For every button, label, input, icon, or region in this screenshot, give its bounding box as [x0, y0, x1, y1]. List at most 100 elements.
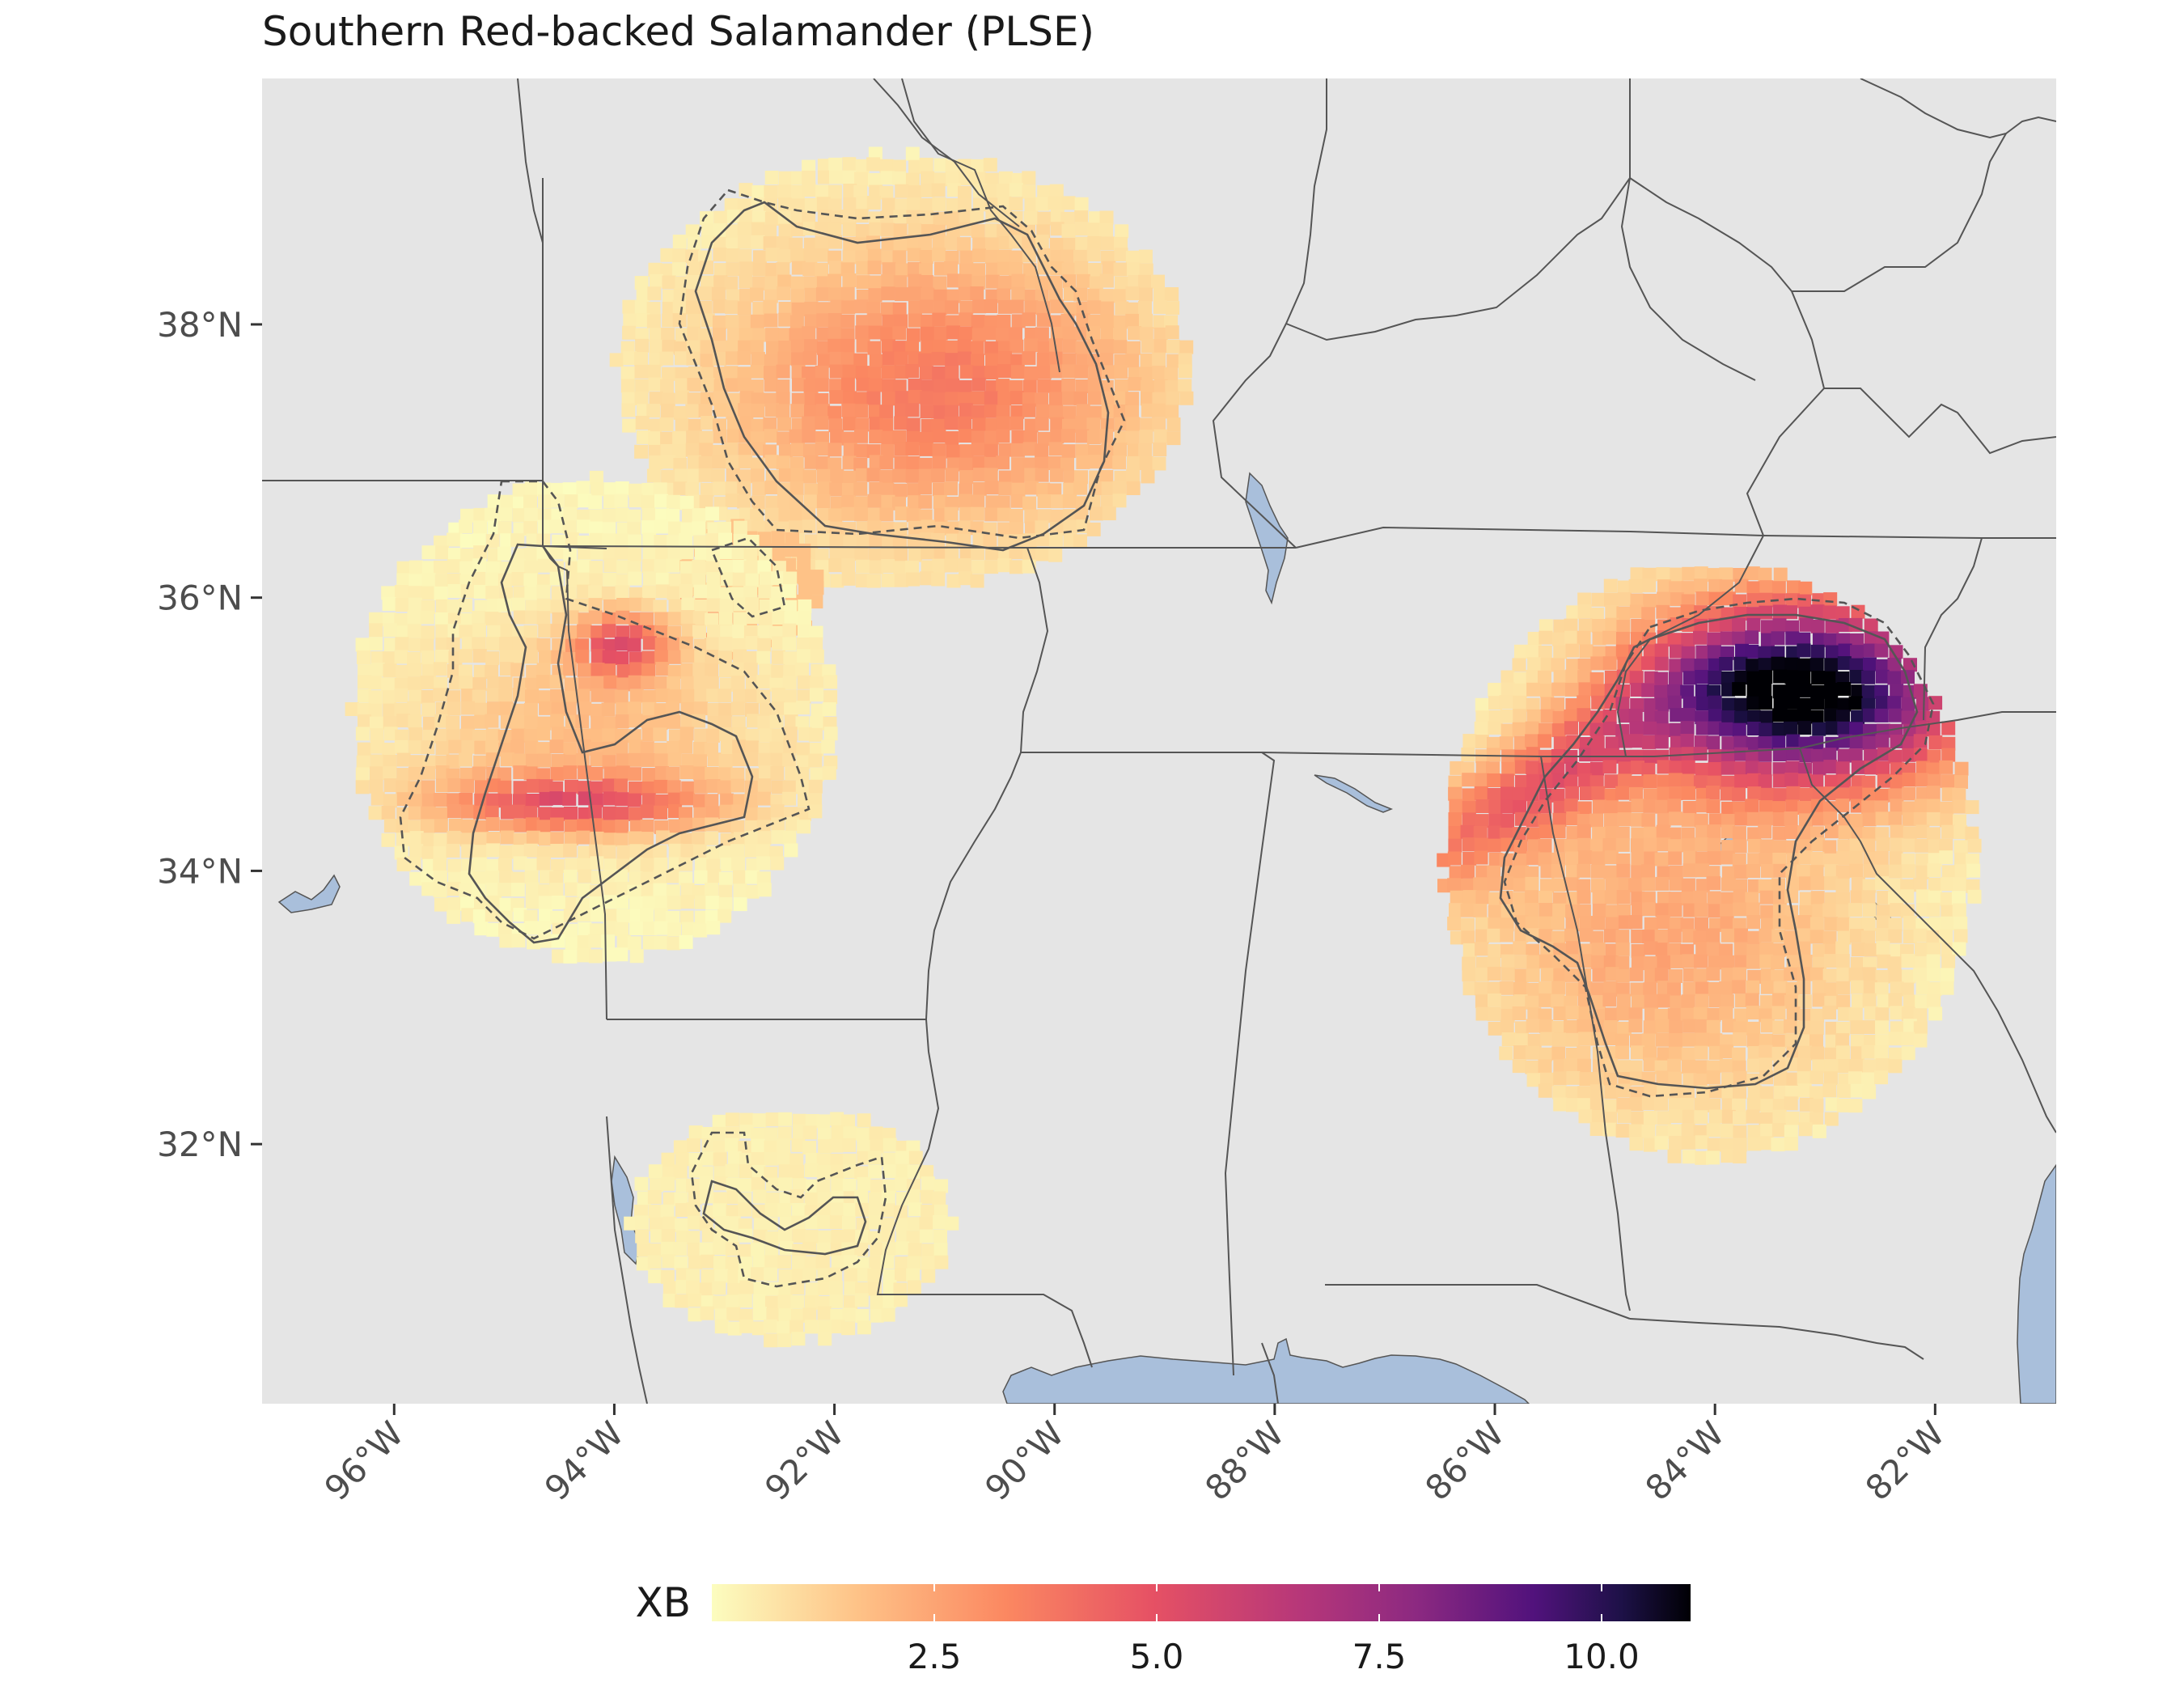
heat-cell — [1784, 811, 1798, 825]
heat-cell — [1152, 366, 1166, 380]
heat-cell — [764, 1151, 778, 1166]
heat-cell — [1050, 417, 1064, 431]
heat-cell — [615, 820, 629, 834]
heat-cell — [1540, 709, 1555, 723]
heat-cell — [894, 314, 908, 328]
heat-cell — [642, 625, 657, 639]
heat-cell — [1114, 248, 1128, 262]
heat-cell — [1719, 1044, 1733, 1059]
heat-cell — [759, 728, 773, 743]
heat-cell — [778, 302, 793, 316]
heat-cell — [667, 896, 681, 910]
legend-tick-label: 2.5 — [908, 1637, 962, 1676]
heat-cell — [879, 455, 894, 470]
heat-cell — [421, 690, 435, 704]
heat-cell — [525, 753, 540, 768]
heat-cell — [895, 1268, 908, 1282]
heat-cell — [1771, 593, 1786, 608]
heat-cell — [1850, 645, 1864, 659]
heat-cell — [1642, 578, 1656, 593]
heat-cell — [667, 689, 682, 704]
heat-cell — [693, 535, 708, 549]
heat-cell — [918, 236, 932, 251]
heat-cell — [791, 1269, 806, 1283]
heat-cell — [673, 1164, 688, 1179]
heat-cell — [764, 481, 779, 494]
heat-cell — [1526, 968, 1540, 982]
heat-cell — [783, 651, 798, 666]
heat-cell — [1475, 773, 1489, 787]
heat-cell — [1941, 736, 1956, 751]
heat-cell — [857, 1139, 871, 1154]
heat-cell — [485, 882, 500, 896]
heat-cell — [589, 509, 603, 523]
heat-cell — [1966, 863, 1981, 878]
heat-cell — [1011, 457, 1026, 472]
heat-cell — [908, 184, 922, 199]
heat-cell — [551, 650, 565, 664]
heat-cell — [810, 688, 823, 702]
heat-cell — [869, 405, 882, 419]
heat-cell — [649, 339, 663, 354]
heat-cell — [945, 521, 959, 536]
heat-cell — [1578, 1109, 1593, 1124]
heat-cell — [643, 571, 657, 586]
heat-cell — [1551, 981, 1566, 995]
heat-cell — [1875, 788, 1890, 803]
heat-cell — [854, 1166, 869, 1180]
y-tick-label: 38°N — [157, 305, 243, 345]
heat-cell — [1475, 814, 1489, 828]
heat-cell — [707, 702, 722, 717]
heat-cell — [1604, 748, 1619, 762]
heat-cell — [1746, 1033, 1761, 1048]
heat-cell — [1525, 876, 1539, 891]
heat-cell — [1771, 1006, 1786, 1020]
heat-cell — [1102, 261, 1116, 275]
heat-cell — [368, 690, 383, 705]
heat-cell — [751, 418, 765, 433]
heat-cell — [770, 766, 785, 780]
heat-cell — [1849, 670, 1864, 684]
heat-cell — [575, 598, 590, 612]
heat-cell — [1009, 521, 1024, 536]
heat-cell — [1837, 839, 1852, 854]
heat-cell — [818, 1230, 832, 1244]
heat-cell — [662, 366, 675, 381]
heat-cell — [944, 558, 959, 573]
heat-cell — [1023, 211, 1038, 225]
heat-cell — [1512, 786, 1526, 801]
heat-cell — [679, 791, 694, 806]
heat-cell — [1861, 1044, 1876, 1059]
heat-cell — [679, 533, 693, 547]
heat-cell — [370, 663, 385, 677]
heat-cell — [1721, 1019, 1736, 1033]
heat-cell — [840, 338, 855, 353]
heat-cell — [1824, 1059, 1839, 1074]
heat-cell — [1669, 747, 1683, 761]
heat-cell — [893, 561, 908, 575]
heat-cell — [945, 392, 959, 406]
heat-cell — [921, 545, 935, 560]
heat-cell — [692, 508, 706, 523]
heat-cell — [486, 561, 501, 575]
heat-cell — [1707, 824, 1721, 839]
heat-cell — [474, 922, 489, 936]
heat-cell — [1772, 748, 1787, 762]
heat-cell — [629, 597, 643, 612]
heat-cell — [1152, 352, 1166, 366]
heat-cell — [688, 1255, 702, 1269]
heat-cell — [984, 223, 999, 238]
heat-cell — [752, 302, 767, 316]
heat-cell — [672, 248, 687, 263]
heat-cell — [1799, 876, 1813, 891]
heat-cell — [700, 1189, 714, 1204]
heat-cell — [680, 844, 695, 858]
heat-cell — [1073, 249, 1087, 264]
heat-cell — [1178, 353, 1192, 367]
heat-cell — [1811, 684, 1825, 699]
heat-cell — [1551, 1020, 1566, 1035]
heat-cell — [1733, 1150, 1747, 1163]
heat-cell — [795, 780, 810, 794]
heat-cell — [842, 1178, 857, 1193]
heat-cell — [1539, 824, 1553, 839]
